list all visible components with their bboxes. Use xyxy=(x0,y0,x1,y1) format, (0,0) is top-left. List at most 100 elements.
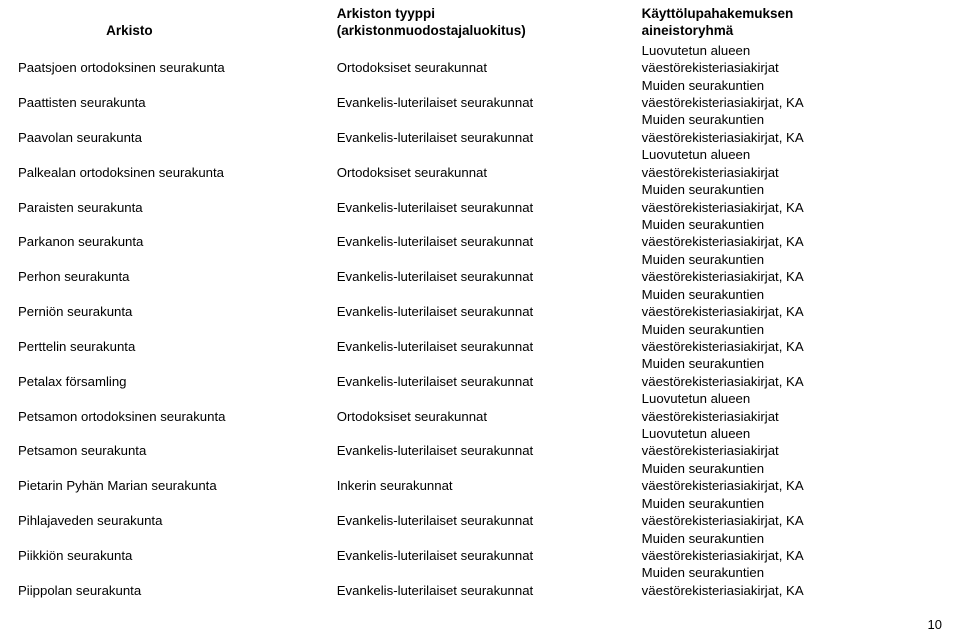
table-row: Muiden seurakuntien xyxy=(18,321,942,338)
cell-group-line2: väestörekisteriasiakirjat, KA xyxy=(642,373,942,390)
cell-type: Evankelis-luterilaiset seurakunnat xyxy=(337,338,642,355)
table-body: Luovutetun alueen Paatsjoen ortodoksinen … xyxy=(18,42,942,600)
cell-group-line2: väestörekisteriasiakirjat, KA xyxy=(642,129,942,146)
table-row: Muiden seurakuntien xyxy=(18,564,942,581)
cell-archive-blank xyxy=(18,355,337,372)
cell-type-blank xyxy=(337,355,642,372)
cell-group-line1: Muiden seurakuntien xyxy=(642,111,942,128)
cell-type-blank xyxy=(337,425,642,442)
table-row: Paattisten seurakuntaEvankelis-luterilai… xyxy=(18,94,942,111)
cell-archive-blank xyxy=(18,564,337,581)
table-row: Muiden seurakuntien xyxy=(18,111,942,128)
table-row: Parkanon seurakuntaEvankelis-luterilaise… xyxy=(18,233,942,250)
cell-type-blank xyxy=(337,42,642,59)
cell-type: Inkerin seurakunnat xyxy=(337,477,642,494)
table-row: Muiden seurakuntien xyxy=(18,495,942,512)
cell-archive: Petsamon ortodoksinen seurakunta xyxy=(18,408,337,425)
cell-type-blank xyxy=(337,77,642,94)
cell-group-line2: väestörekisteriasiakirjat xyxy=(642,164,942,181)
cell-group-line1: Muiden seurakuntien xyxy=(642,216,942,233)
cell-archive: Paavolan seurakunta xyxy=(18,129,337,146)
cell-archive: Petsamon seurakunta xyxy=(18,442,337,459)
cell-type: Evankelis-luterilaiset seurakunnat xyxy=(337,582,642,599)
cell-archive: Pihlajaveden seurakunta xyxy=(18,512,337,529)
cell-group-line1: Muiden seurakuntien xyxy=(642,355,942,372)
table-row: Pietarin Pyhän Marian seurakuntaInkerin … xyxy=(18,477,942,494)
archives-table: Arkisto Arkiston tyyppi (arkistonmuodost… xyxy=(18,6,942,599)
cell-type-blank xyxy=(337,146,642,163)
cell-group-line2: väestörekisteriasiakirjat, KA xyxy=(642,547,942,564)
table-row: Muiden seurakuntien xyxy=(18,355,942,372)
cell-type: Evankelis-luterilaiset seurakunnat xyxy=(337,512,642,529)
page-number: 10 xyxy=(928,617,942,632)
cell-group-line2: väestörekisteriasiakirjat, KA xyxy=(642,233,942,250)
cell-group-line1: Muiden seurakuntien xyxy=(642,181,942,198)
table-header: Arkisto Arkiston tyyppi (arkistonmuodost… xyxy=(18,6,942,42)
table-row: Muiden seurakuntien xyxy=(18,530,942,547)
cell-group-line1: Muiden seurakuntien xyxy=(642,460,942,477)
cell-type-blank xyxy=(337,216,642,233)
cell-archive: Parkanon seurakunta xyxy=(18,233,337,250)
header-type-line2: (arkistonmuodostajaluokitus) xyxy=(337,23,526,38)
cell-archive: Paatsjoen ortodoksinen seurakunta xyxy=(18,59,337,76)
cell-type-blank xyxy=(337,111,642,128)
cell-group-line1: Luovutetun alueen xyxy=(642,42,942,59)
cell-archive-blank xyxy=(18,390,337,407)
cell-archive: Perttelin seurakunta xyxy=(18,338,337,355)
cell-group-line2: väestörekisteriasiakirjat xyxy=(642,408,942,425)
table-row: Petsamon seurakuntaEvankelis-luterilaise… xyxy=(18,442,942,459)
cell-type: Ortodoksiset seurakunnat xyxy=(337,408,642,425)
cell-type-blank xyxy=(337,390,642,407)
cell-archive-blank xyxy=(18,286,337,303)
cell-group-line2: väestörekisteriasiakirjat, KA xyxy=(642,338,942,355)
cell-archive: Piippolan seurakunta xyxy=(18,582,337,599)
cell-type-blank xyxy=(337,251,642,268)
cell-group-line1: Muiden seurakuntien xyxy=(642,564,942,581)
cell-type-blank xyxy=(337,321,642,338)
cell-archive: Paattisten seurakunta xyxy=(18,94,337,111)
cell-archive: Pietarin Pyhän Marian seurakunta xyxy=(18,477,337,494)
table-row: Muiden seurakuntien xyxy=(18,181,942,198)
cell-type-blank xyxy=(337,460,642,477)
cell-group-line1: Muiden seurakuntien xyxy=(642,321,942,338)
cell-archive-blank xyxy=(18,321,337,338)
cell-archive-blank xyxy=(18,216,337,233)
cell-archive: Palkealan ortodoksinen seurakunta xyxy=(18,164,337,181)
cell-group-line2: väestörekisteriasiakirjat, KA xyxy=(642,94,942,111)
cell-group-line2: väestörekisteriasiakirjat, KA xyxy=(642,512,942,529)
col-header-group: Käyttölupahakemuksen aineistoryhmä xyxy=(642,6,942,42)
table-row: Luovutetun alueen xyxy=(18,425,942,442)
cell-group-line2: väestörekisteriasiakirjat xyxy=(642,59,942,76)
cell-group-line1: Luovutetun alueen xyxy=(642,146,942,163)
table-row: Perhon seurakuntaEvankelis-luterilaiset … xyxy=(18,268,942,285)
header-group-line2: aineistoryhmä xyxy=(642,23,734,38)
table-row: Piikkiön seurakuntaEvankelis-luterilaise… xyxy=(18,547,942,564)
cell-type-blank xyxy=(337,181,642,198)
cell-type: Evankelis-luterilaiset seurakunnat xyxy=(337,94,642,111)
cell-type-blank xyxy=(337,495,642,512)
cell-type: Evankelis-luterilaiset seurakunnat xyxy=(337,547,642,564)
col-header-type: Arkiston tyyppi (arkistonmuodostajaluoki… xyxy=(337,6,642,42)
table-row: Muiden seurakuntien xyxy=(18,77,942,94)
cell-archive: Petalax församling xyxy=(18,373,337,390)
col-header-archive: Arkisto xyxy=(18,6,337,42)
cell-type: Evankelis-luterilaiset seurakunnat xyxy=(337,303,642,320)
table-row: Piippolan seurakuntaEvankelis-luterilais… xyxy=(18,582,942,599)
cell-archive: Piikkiön seurakunta xyxy=(18,547,337,564)
document-page: Arkisto Arkiston tyyppi (arkistonmuodost… xyxy=(0,0,960,605)
cell-group-line1: Luovutetun alueen xyxy=(642,390,942,407)
cell-group-line1: Muiden seurakuntien xyxy=(642,286,942,303)
cell-archive-blank xyxy=(18,111,337,128)
cell-type: Evankelis-luterilaiset seurakunnat xyxy=(337,442,642,459)
cell-type: Ortodoksiset seurakunnat xyxy=(337,59,642,76)
cell-type-blank xyxy=(337,530,642,547)
table-row: Paraisten seurakuntaEvankelis-luterilais… xyxy=(18,199,942,216)
cell-archive-blank xyxy=(18,181,337,198)
cell-type: Evankelis-luterilaiset seurakunnat xyxy=(337,199,642,216)
cell-group-line2: väestörekisteriasiakirjat, KA xyxy=(642,303,942,320)
table-row: Petalax församlingEvankelis-luterilaiset… xyxy=(18,373,942,390)
cell-type: Evankelis-luterilaiset seurakunnat xyxy=(337,129,642,146)
table-row: Muiden seurakuntien xyxy=(18,460,942,477)
cell-type-blank xyxy=(337,286,642,303)
table-row: Perniön seurakuntaEvankelis-luterilaiset… xyxy=(18,303,942,320)
